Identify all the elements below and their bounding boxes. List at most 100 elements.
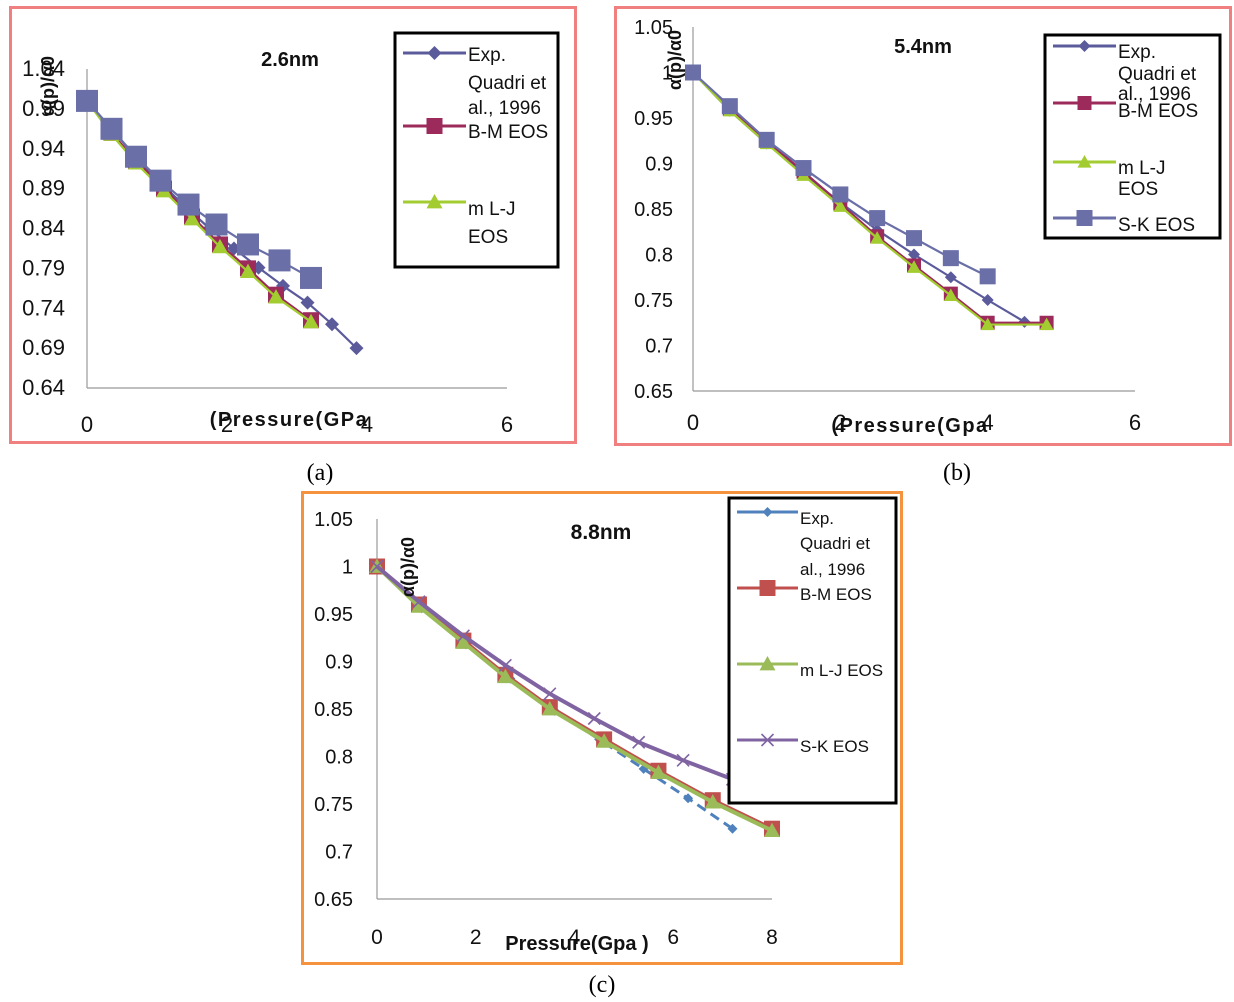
legend-swatch-marker xyxy=(1076,210,1093,226)
y-tick-label: 0.79 xyxy=(22,255,65,280)
legend-label: EOS xyxy=(1118,179,1158,200)
x-tick-label: 0 xyxy=(687,410,699,435)
data-point xyxy=(944,271,957,284)
x-tick-label: 4 xyxy=(361,412,373,437)
data-point xyxy=(721,98,738,115)
data-point xyxy=(704,794,721,809)
panel-label: (a) xyxy=(307,460,334,486)
legend-swatch-marker xyxy=(762,507,773,517)
legend-label: B-M EOS xyxy=(800,585,872,604)
legend-label: S-K EOS xyxy=(800,737,869,756)
y-tick-label: 0.94 xyxy=(22,136,65,161)
legend-label: al., 1996 xyxy=(468,98,541,119)
series-line xyxy=(692,71,1047,324)
data-point xyxy=(412,595,426,609)
data-point xyxy=(685,64,701,81)
legend-label: m L-J EOS xyxy=(800,661,883,680)
data-point xyxy=(650,764,667,780)
y-tick-label: 0.65 xyxy=(314,889,353,911)
y-tick-label: 0.9 xyxy=(645,154,673,176)
chart-panel-0: 0.64 0.69 0.74 0.79 0.84 0.89 0.94 0.99 1.04 0 2 4 6… xyxy=(9,6,577,444)
legend-label: Exp. xyxy=(1118,42,1156,63)
data-point xyxy=(370,559,384,574)
y-tick-label: 0.65 xyxy=(634,381,673,403)
legend-swatch-marker xyxy=(1077,155,1092,168)
legend-label: Exp. xyxy=(800,509,834,528)
data-point xyxy=(795,160,812,177)
y-axis-label: α(p)/α0 xyxy=(665,30,685,90)
y-tick-label: 0.84 xyxy=(22,216,65,241)
x-tick-label: 2 xyxy=(834,410,846,435)
x-tick-label: 2 xyxy=(221,412,233,437)
chart-panel-2: 0.65 0.7 0.75 0.8 0.85 0.9 0.95 1 1.05 0 2 4 6 8 8.8nm… xyxy=(301,491,903,965)
data-point xyxy=(981,294,994,306)
x-axis-label: (Pressure(Gpa xyxy=(831,415,988,437)
data-point xyxy=(907,260,921,273)
legend: Exp. Quadri et al., 1996 B-M EOS m L-J EOS xyxy=(393,31,560,269)
legend-label: B-M EOS xyxy=(468,122,548,143)
panel-label: (c) xyxy=(589,972,616,998)
data-point xyxy=(942,250,959,267)
data-point xyxy=(764,822,780,837)
x-axis-label: Pressure(Gpa ) xyxy=(505,933,648,955)
y-tick-label: 1 xyxy=(342,557,353,579)
y-tick-label: 0.89 xyxy=(22,176,65,201)
y-tick-label: 0.8 xyxy=(645,245,673,267)
data-point xyxy=(212,238,228,254)
legend-swatch-marker xyxy=(759,656,776,671)
legend-label: al., 1996 xyxy=(800,560,865,579)
y-tick-label: 0.95 xyxy=(314,604,353,626)
data-point xyxy=(833,199,848,212)
data-point xyxy=(832,186,849,203)
data-point xyxy=(632,735,646,749)
data-point xyxy=(980,317,995,331)
data-point xyxy=(237,233,259,256)
legend: Exp. Quadri et al., 1996 B-M EOS m L-J EOS S-… xyxy=(727,496,898,805)
data-point xyxy=(268,249,291,272)
legend-label: m L-J xyxy=(468,199,516,220)
data-point xyxy=(100,117,123,140)
data-point xyxy=(125,145,147,168)
data-point xyxy=(869,210,886,227)
legend-swatch-marker xyxy=(427,46,442,60)
data-point xyxy=(184,210,200,226)
data-point xyxy=(325,317,339,332)
x-tick-label: 6 xyxy=(667,926,679,949)
data-point xyxy=(727,823,738,834)
x-tick-label: 2 xyxy=(470,926,482,949)
y-tick-label: 0.9 xyxy=(325,652,353,674)
legend-swatch-marker xyxy=(426,118,443,134)
chart-title: 2.6nm xyxy=(261,49,319,71)
y-tick-label: 0.85 xyxy=(314,699,353,721)
legend-label: Quadri et xyxy=(468,73,547,94)
data-point xyxy=(683,793,694,804)
data-point xyxy=(979,268,996,285)
legend-label: Quadri et xyxy=(1118,64,1197,85)
y-tick-label: 1.05 xyxy=(634,17,673,39)
data-point xyxy=(498,658,512,672)
legend-swatch-marker xyxy=(1078,40,1091,52)
chart-title: 8.8nm xyxy=(571,521,632,544)
y-tick-label: 1.05 xyxy=(314,509,353,531)
data-point xyxy=(410,598,427,613)
data-point xyxy=(587,711,601,726)
legend-box xyxy=(393,31,560,269)
y-tick-label: 0.99 xyxy=(22,96,65,121)
x-tick-label: 4 xyxy=(982,410,994,435)
data-point xyxy=(906,230,922,247)
y-tick-label: 1.04 xyxy=(22,56,65,81)
legend-label: EOS xyxy=(468,227,508,248)
y-tick-label: 0.95 xyxy=(634,108,673,130)
data-point xyxy=(541,701,558,716)
data-point xyxy=(177,193,200,216)
data-point xyxy=(240,263,256,278)
y-tick-label: 0.75 xyxy=(634,290,673,312)
chart-panel-1: 0.65 0.7 0.75 0.8 0.85 0.9 0.95 1 1.05 0 2 4 6 5.4nm (… xyxy=(614,6,1232,446)
series-3 xyxy=(76,89,322,289)
data-point xyxy=(268,289,284,304)
data-point xyxy=(349,341,364,356)
data-point xyxy=(908,248,920,261)
x-tick-label: 6 xyxy=(501,412,513,437)
